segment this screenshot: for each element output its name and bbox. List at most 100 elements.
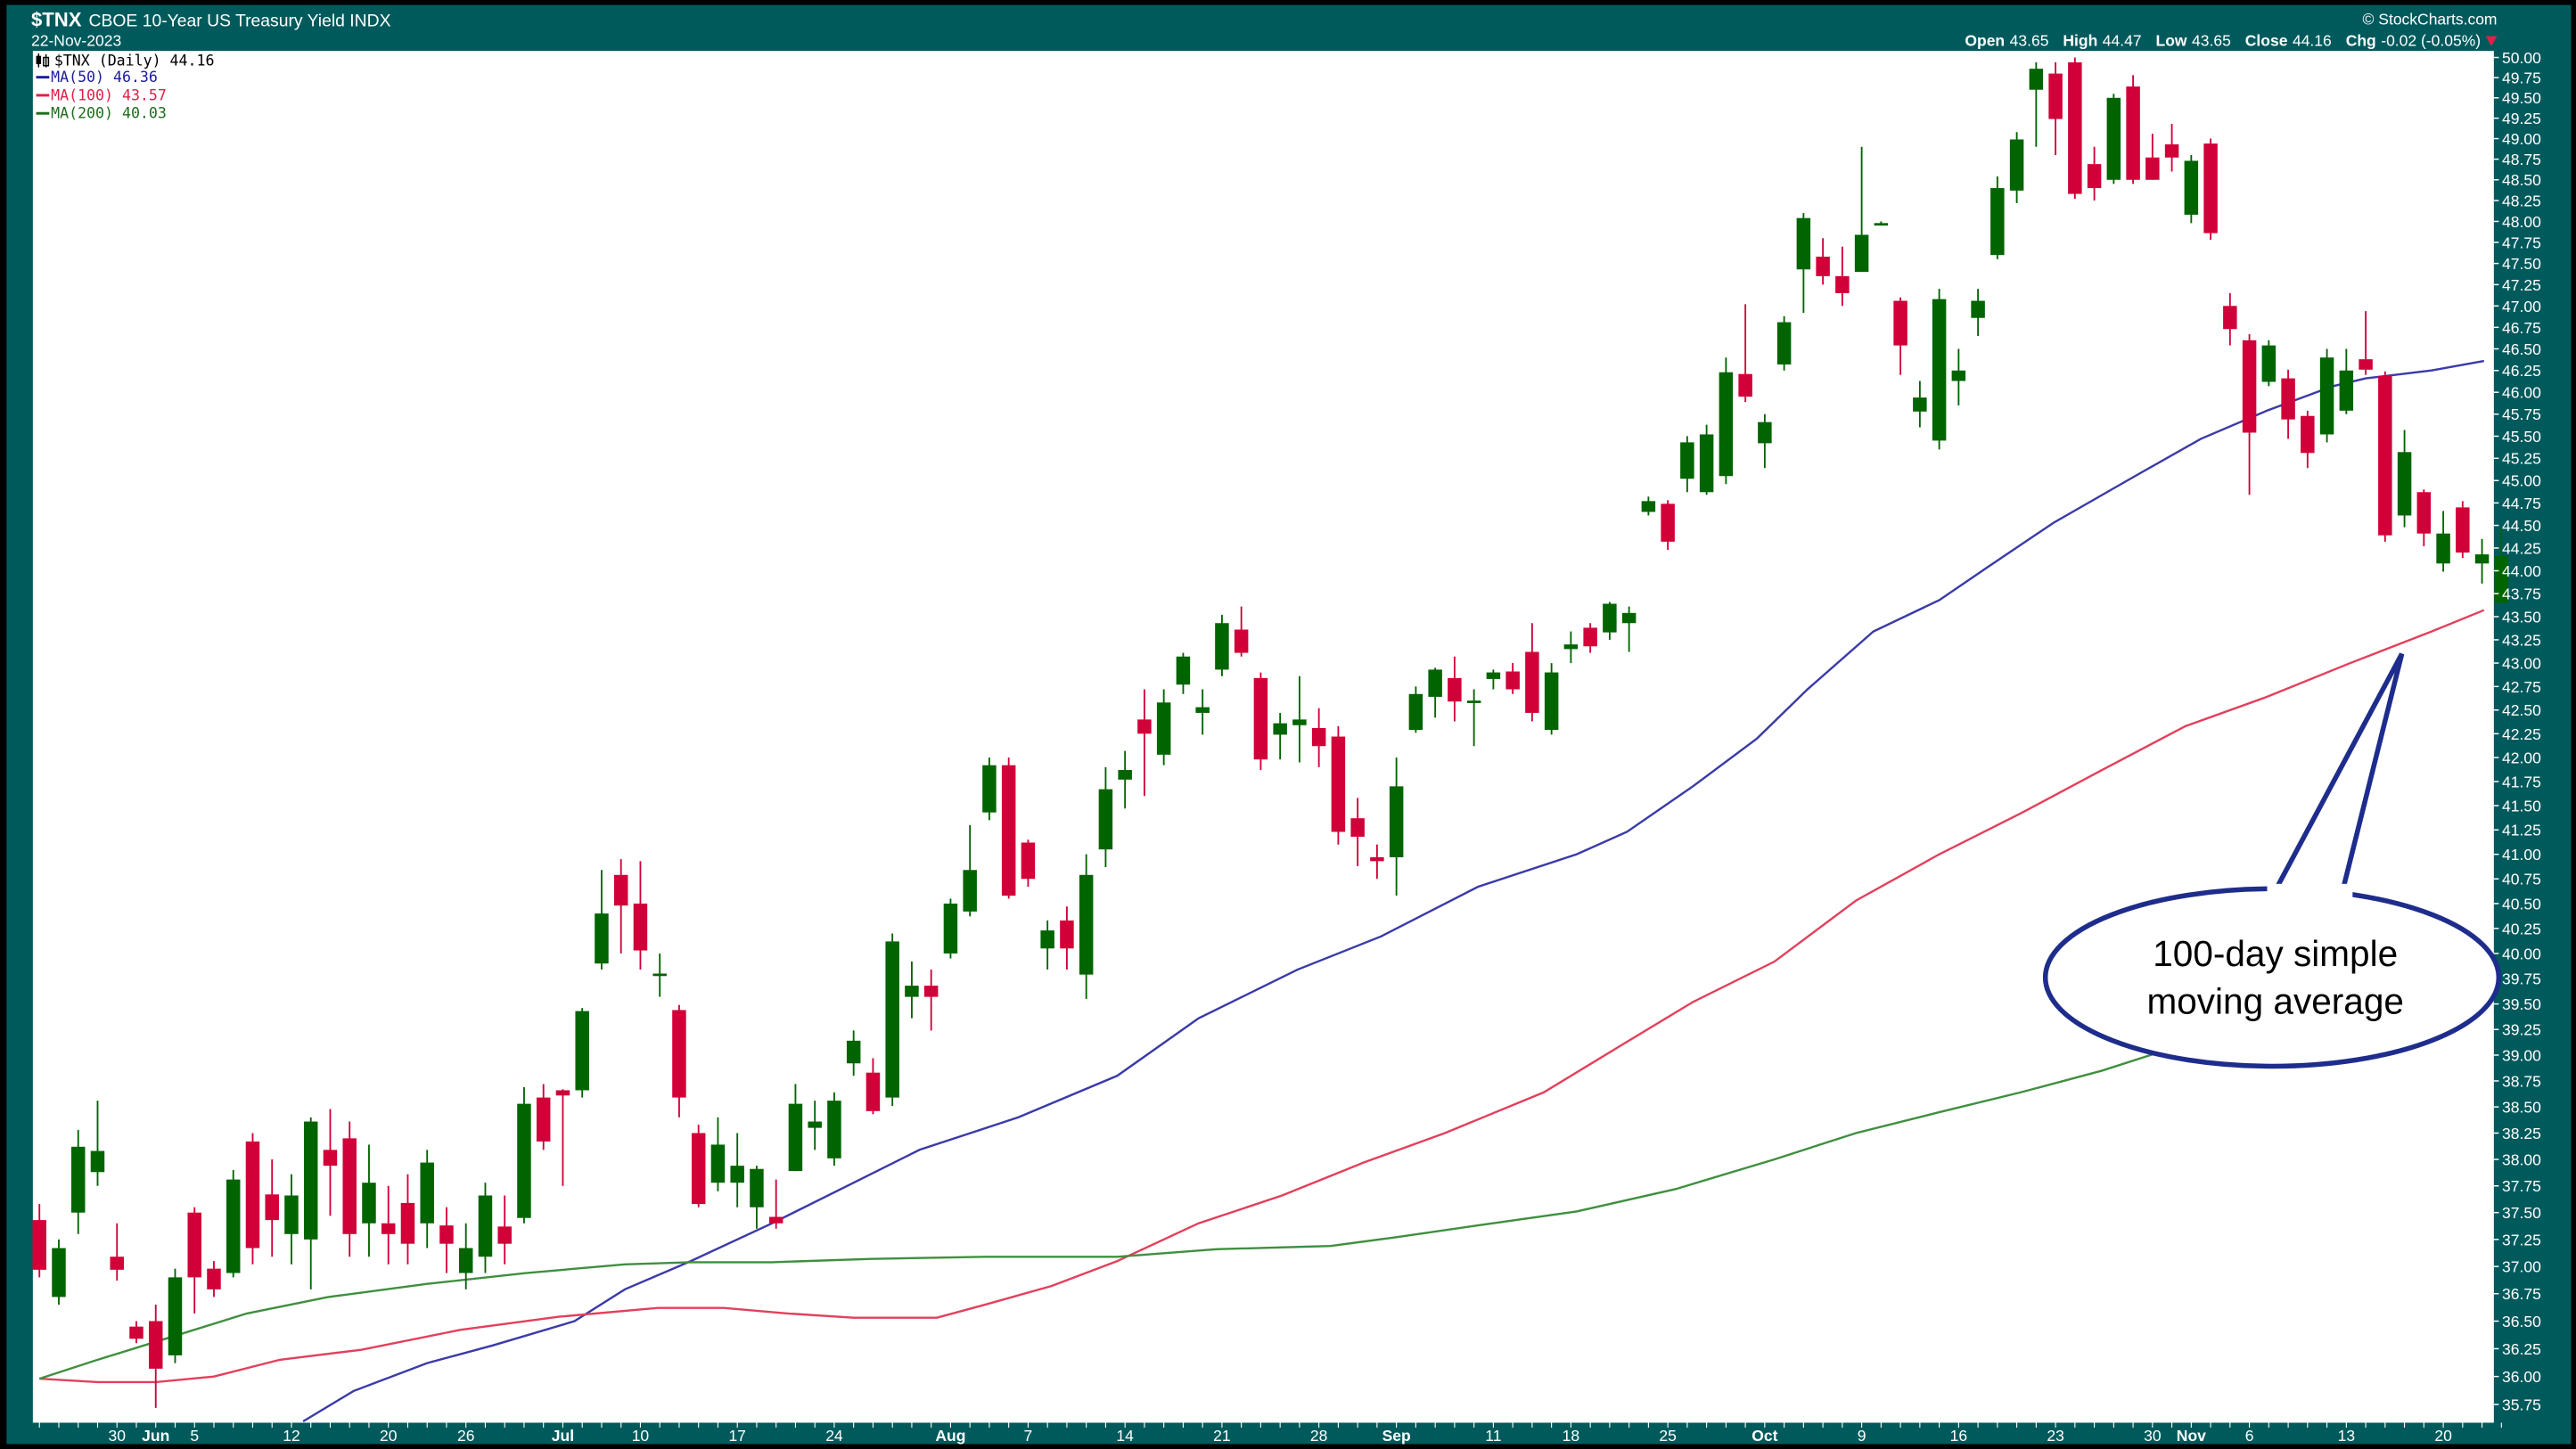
candle-body	[517, 1103, 531, 1218]
legend-ma100: MA(100) 43.57	[51, 86, 167, 103]
x-tick-label: 21	[1213, 1427, 1230, 1445]
candle-body	[420, 1162, 434, 1224]
open-value: 43.65	[2010, 32, 2049, 50]
candle	[846, 1030, 861, 1077]
candle	[1680, 436, 1694, 493]
candle-body	[1893, 300, 1907, 346]
candle-body	[187, 1212, 201, 1278]
candle-body	[1505, 671, 1520, 690]
candle-body	[1331, 736, 1346, 832]
candle-body	[1835, 275, 1850, 293]
y-tick-label: 38.75	[2502, 1072, 2541, 1090]
candle-body	[672, 1010, 686, 1098]
candle-body	[1776, 322, 1792, 364]
y-tick-label: 37.00	[2502, 1258, 2541, 1276]
candle-body	[1234, 629, 1249, 653]
callout-pointer	[2273, 652, 2405, 892]
x-tick-label: 20	[2434, 1427, 2452, 1445]
candle	[2281, 369, 2295, 439]
candle-body	[129, 1326, 144, 1339]
candle-body	[2339, 370, 2354, 411]
y-tick-label: 48.75	[2502, 151, 2541, 168]
high-label: High	[2063, 32, 2097, 50]
candle-body	[1874, 223, 1889, 226]
candlestick-icon	[36, 53, 50, 68]
legend-price: $TNX (Daily) 44.16	[54, 53, 215, 70]
candle	[245, 1133, 260, 1265]
candle-body	[1176, 656, 1191, 685]
candle-body	[2126, 86, 2140, 180]
candle	[788, 1084, 803, 1172]
candle-body	[362, 1183, 376, 1224]
candle-body	[2494, 556, 2509, 603]
candle-body	[1428, 669, 1442, 697]
x-tick-label: 30	[108, 1427, 126, 1445]
candle	[652, 953, 667, 997]
candle	[1234, 606, 1249, 657]
ma-line-ma50	[302, 359, 2485, 1423]
candle	[1350, 798, 1365, 866]
candle-body	[1525, 651, 1539, 713]
y-tick-label: 50.00	[2502, 49, 2541, 67]
candle	[923, 969, 939, 1031]
candle	[1448, 656, 1462, 722]
candle	[1466, 689, 1481, 747]
callout-bubble	[2042, 886, 2502, 1069]
legend: $TNX (Daily) 44.16 MA(50) 46.36 MA(100) …	[36, 53, 215, 122]
candle	[323, 1109, 338, 1216]
legend-ma50: MA(50) 46.36	[51, 69, 158, 86]
candle-body	[2048, 73, 2063, 119]
y-tick-label: 48.25	[2502, 192, 2541, 209]
candle-body	[2087, 164, 2102, 189]
y-tick-label: 38.25	[2502, 1125, 2541, 1142]
candle	[284, 1174, 299, 1265]
candle	[2436, 511, 2450, 572]
candle	[827, 1092, 841, 1167]
y-tick-label: 49.25	[2502, 110, 2541, 127]
x-tick-label: 11	[1485, 1427, 1501, 1445]
candle-body	[768, 1216, 783, 1224]
candle	[2397, 430, 2412, 528]
candle-body	[1699, 434, 1714, 493]
candle	[866, 1058, 881, 1115]
close-label: Close	[2245, 32, 2288, 50]
y-tick-label: 44.50	[2502, 517, 2541, 535]
y-tick-label: 39.75	[2502, 970, 2541, 988]
candle	[400, 1174, 415, 1265]
candle-body	[1971, 300, 1985, 318]
close-value: 44.16	[2293, 32, 2332, 50]
x-tick-label: Aug	[935, 1427, 965, 1445]
candle-body	[1661, 503, 1675, 542]
candle	[595, 870, 609, 970]
candle	[1389, 757, 1404, 896]
candle-body	[1118, 770, 1132, 780]
candle-body	[226, 1179, 241, 1273]
y-tick-label: 45.50	[2502, 428, 2541, 446]
candle-body	[846, 1040, 861, 1064]
candle-body	[1816, 257, 1830, 276]
candle	[129, 1321, 144, 1344]
candle	[1893, 297, 1907, 375]
x-tick-label: Sep	[1382, 1427, 1411, 1445]
candle	[226, 1169, 241, 1278]
low-value: 43.65	[2192, 32, 2231, 50]
candle	[2029, 61, 2044, 147]
y-tick-label: 41.00	[2502, 846, 2541, 864]
candle	[1060, 906, 1074, 970]
candle	[1195, 689, 1210, 735]
ma-line-ma100	[39, 609, 2485, 1384]
y-tick-label: 42.25	[2502, 725, 2541, 743]
candle-body	[2029, 69, 2044, 90]
x-tick-label: 20	[380, 1427, 398, 1445]
y-tick-label: 37.50	[2502, 1204, 2541, 1222]
candle	[2242, 334, 2257, 495]
x-tick-label: 9	[1858, 1427, 1866, 1445]
candlesticks	[32, 57, 2509, 1408]
callout-text-line-2: moving average	[2146, 980, 2403, 1021]
candle-body	[70, 1146, 86, 1213]
y-tick-label: 39.50	[2502, 995, 2541, 1013]
legend-ma200: MA(200) 40.03	[51, 105, 167, 122]
candle	[2145, 134, 2160, 180]
candle-body	[265, 1194, 279, 1221]
candle	[2068, 57, 2082, 200]
